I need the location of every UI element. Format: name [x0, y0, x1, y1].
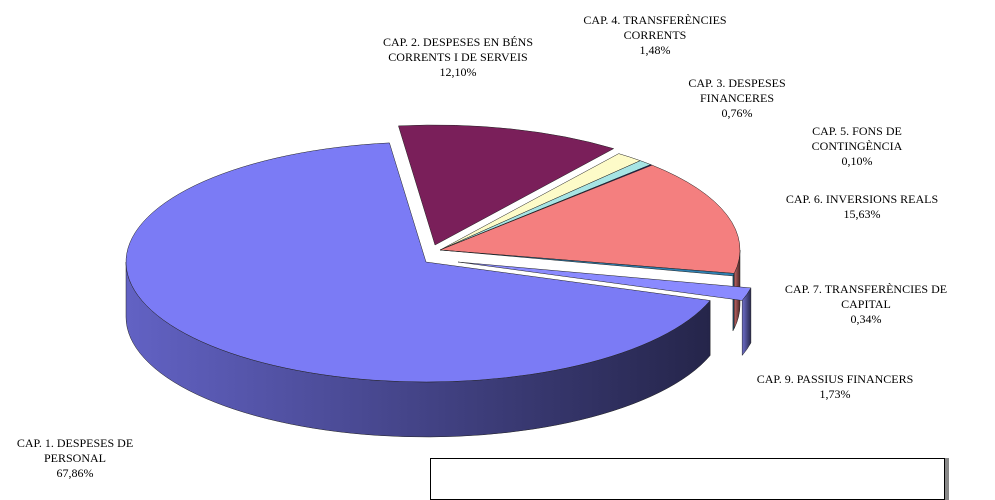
- slice-label: CAP. 1. DESPESES DE PERSONAL 67,86%: [3, 436, 148, 481]
- slice-label: CAP. 7. TRANSFERÈNCIES DE CAPITAL 0,34%: [771, 282, 961, 327]
- slice: [457, 261, 752, 357]
- slice-label: CAP. 4. TRANSFERÈNCIES CORRENTS 1,48%: [573, 13, 738, 58]
- slice-label: CAP. 6. INVERSIONS REALS 15,63%: [752, 192, 972, 222]
- category-label: CAP. 1. DESPESES DE PERSONAL: [16, 436, 134, 465]
- slice-label: CAP. 3. DESPESES FINANCERES 0,76%: [675, 76, 800, 121]
- category-label: CAP. 2. DESPESES EN BÉNS CORRENTS I DE S…: [382, 35, 534, 64]
- slice-label: CAP. 5. FONS DE CONTINGÈNCIA 0,10%: [797, 124, 917, 169]
- pie-area: [125, 124, 752, 438]
- slice-side: [732, 273, 735, 332]
- slice-top: [125, 142, 711, 383]
- slice-top: [439, 164, 741, 274]
- category-label: CAP. 7. TRANSFERÈNCIES DE CAPITAL: [784, 282, 948, 311]
- value-label: 1,73%: [819, 387, 851, 401]
- category-label: CAP. 5. FONS DE CONTINGÈNCIA: [811, 124, 903, 153]
- slice-label: CAP. 2. DESPESES EN BÉNS CORRENTS I DE S…: [366, 35, 551, 80]
- value-label: 67,86%: [56, 466, 94, 480]
- value-label: 1,48%: [639, 43, 671, 57]
- value-label: 0,76%: [721, 106, 753, 120]
- slice-top: [439, 249, 735, 277]
- category-label: CAP. 6. INVERSIONS REALS: [785, 192, 939, 206]
- slice: [398, 124, 615, 246]
- category-label: CAP. 3. DESPESES FINANCERES: [688, 76, 786, 105]
- chart: CAP. 2. DESPESES EN BÉNS CORRENTS I DE S…: [3, 13, 972, 500]
- value-label: 12,10%: [439, 65, 477, 79]
- slice-top: [457, 261, 752, 301]
- value-label: 0,34%: [850, 312, 882, 326]
- category-label: CAP. 4. TRANSFERÈNCIES CORRENTS: [583, 13, 727, 42]
- slice-label: CAP. 9. PASSIUS FINANCERS 1,73%: [715, 372, 955, 402]
- category-label: CAP. 9. PASSIUS FINANCERS: [756, 372, 914, 386]
- value-label: 0,10%: [841, 154, 873, 168]
- legend-box: [430, 458, 945, 500]
- value-label: 15,63%: [843, 207, 881, 221]
- slice-top: [398, 124, 615, 246]
- slice: [125, 142, 711, 438]
